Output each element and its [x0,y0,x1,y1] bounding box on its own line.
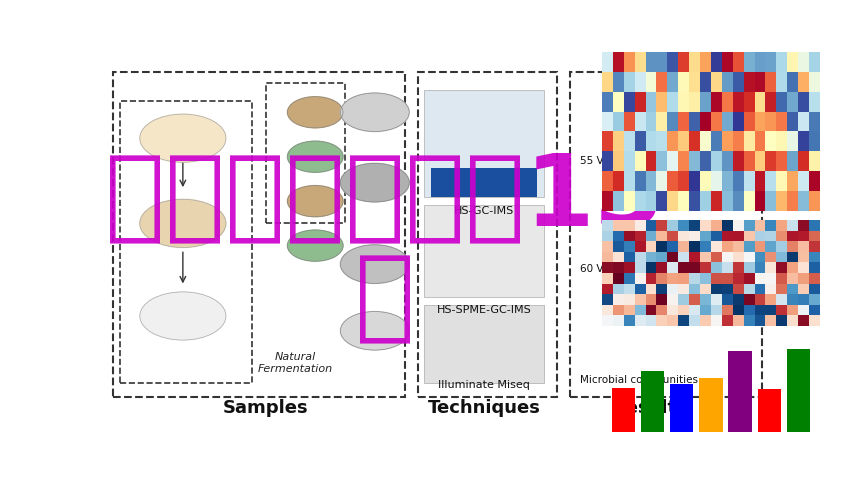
Bar [757,389,780,432]
Text: HS-GC-IMS: HS-GC-IMS [453,206,514,216]
FancyBboxPatch shape [424,91,543,198]
FancyBboxPatch shape [424,205,543,298]
Circle shape [340,94,409,132]
Text: Techniques: Techniques [427,398,540,416]
Circle shape [140,115,225,163]
Circle shape [340,312,409,350]
FancyBboxPatch shape [424,305,543,383]
Bar [670,384,693,432]
Text: 60 Volatile Compounds: 60 Volatile Compounds [579,264,699,273]
Text: Natural
Fermentation: Natural Fermentation [258,352,333,373]
Bar [641,372,664,432]
Text: Microbial communities: Microbial communities [579,374,697,384]
Circle shape [340,245,409,284]
Circle shape [140,292,225,340]
FancyBboxPatch shape [431,168,537,198]
Bar [699,378,722,432]
Circle shape [287,142,343,173]
Text: 万: 万 [354,250,415,346]
Text: 55 Volatile Compounds: 55 Volatile Compounds [579,156,699,166]
Text: HS-SPME-GC-IMS: HS-SPME-GC-IMS [436,304,531,314]
Text: Results: Results [612,398,686,416]
Bar [612,389,635,432]
Bar [728,351,751,432]
Bar [786,350,809,432]
Circle shape [340,164,409,203]
Circle shape [140,200,225,248]
Text: Samples: Samples [223,398,308,416]
Text: Illuminate Miseq: Illuminate Miseq [438,380,530,390]
Text: 女性机器人售价13: 女性机器人售价13 [105,150,664,246]
Circle shape [287,186,343,217]
Circle shape [287,97,343,129]
Circle shape [287,230,343,262]
